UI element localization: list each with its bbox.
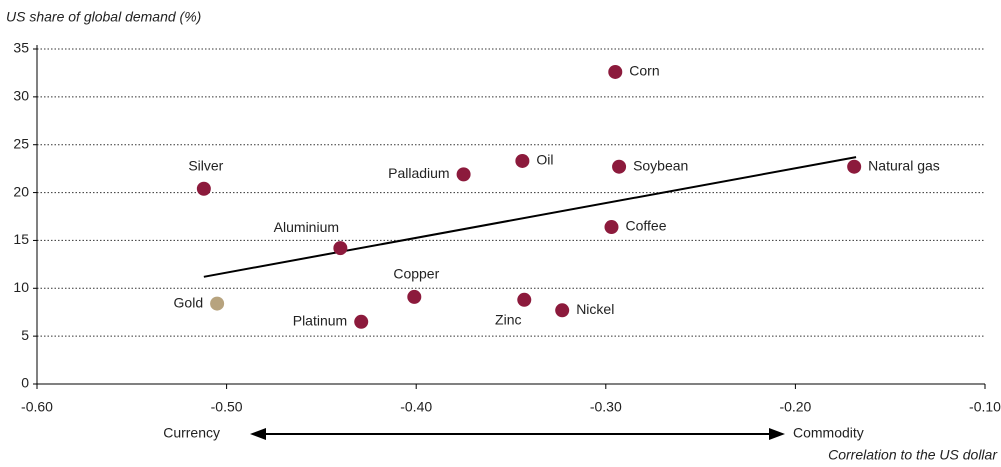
y-tick-label: 25 (13, 135, 29, 151)
point (354, 314, 369, 329)
y-tick-label: 10 (13, 279, 29, 295)
x-tick-label: -0.30 (590, 399, 622, 415)
point (210, 296, 225, 311)
x-axis-label: Correlation to the US dollar (828, 447, 998, 463)
point-label: Aluminium (274, 219, 339, 235)
y-tick-label: 35 (13, 40, 29, 56)
point (847, 159, 862, 174)
point (456, 167, 471, 182)
right-annotation: Commodity (793, 425, 864, 441)
point-label: Gold (174, 294, 204, 310)
point (333, 241, 348, 256)
point (555, 303, 570, 318)
point-label: Silver (188, 157, 223, 173)
point-label: Platinum (293, 312, 347, 328)
point (612, 159, 627, 174)
direction-arrow (250, 428, 785, 440)
point-label: Natural gas (868, 157, 940, 173)
left-annotation: Currency (163, 425, 220, 441)
point (604, 220, 619, 235)
y-axis-label: US share of global demand (%) (6, 9, 201, 25)
point-label: Nickel (576, 301, 614, 317)
x-tick-label: -0.10 (969, 399, 1001, 415)
point (407, 289, 422, 304)
point (517, 292, 532, 307)
point-label: Oil (536, 152, 553, 168)
point (515, 153, 530, 168)
point-label: Coffee (625, 218, 666, 234)
point-label: Corn (629, 63, 659, 79)
point-label: Zinc (495, 311, 521, 327)
trend-line (203, 156, 857, 278)
arrow-head-right (769, 428, 785, 440)
y-tick-label: 5 (21, 327, 29, 343)
y-tick-label: 30 (13, 88, 29, 104)
point-label: Copper (393, 266, 439, 282)
point (196, 181, 211, 196)
y-tick-label: 0 (21, 375, 29, 391)
x-tick-label: -0.60 (21, 399, 53, 415)
arrow-head-left (250, 428, 266, 440)
x-tick-label: -0.20 (779, 399, 811, 415)
x-tick-label: -0.40 (400, 399, 432, 415)
y-tick-label: 20 (13, 183, 29, 199)
x-tick-label: -0.50 (211, 399, 243, 415)
point-label: Palladium (388, 165, 449, 181)
y-tick-label: 15 (13, 231, 29, 247)
point (608, 64, 623, 79)
point-label: Soybean (633, 157, 688, 173)
